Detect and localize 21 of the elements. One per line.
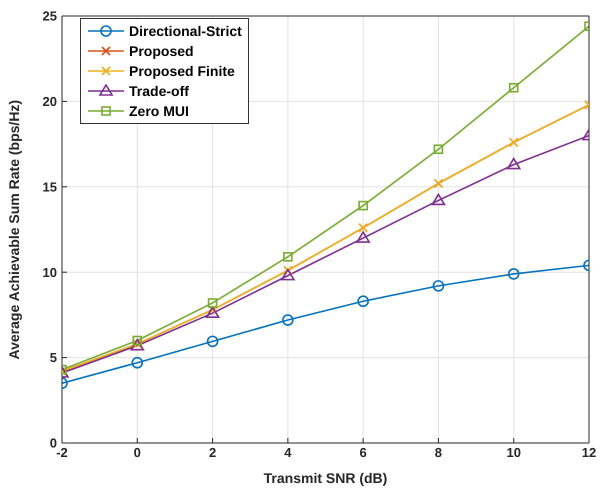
legend-label: Directional-Strict (129, 23, 242, 39)
x-tick-label: 4 (284, 445, 292, 460)
legend-label: Proposed (129, 43, 194, 59)
y-tick-label: 10 (42, 264, 57, 280)
x-tick-label: 10 (506, 445, 521, 460)
y-tick-label: 25 (42, 8, 57, 24)
legend-label: Zero MUI (129, 103, 189, 119)
y-tick-label: 20 (42, 94, 57, 110)
x-tick-label: 0 (134, 445, 141, 460)
x-tick-label: -2 (56, 445, 68, 460)
y-tick-label: 5 (50, 350, 57, 366)
y-tick-label: 15 (42, 179, 57, 194)
x-tick-label: 12 (582, 445, 596, 460)
y-tick-label: 0 (50, 436, 57, 451)
y-axis-title: Average Achievable Sum Rate (bps/Hz) (6, 100, 22, 360)
x-axis-title: Transmit SNR (dB) (264, 470, 388, 486)
x-tick-label: 6 (360, 445, 367, 460)
x-tick-label: 8 (434, 445, 442, 460)
x-tick-label: 2 (208, 445, 216, 460)
legend-label: Proposed Finite (129, 63, 235, 79)
legend-label: Trade-off (129, 83, 189, 99)
